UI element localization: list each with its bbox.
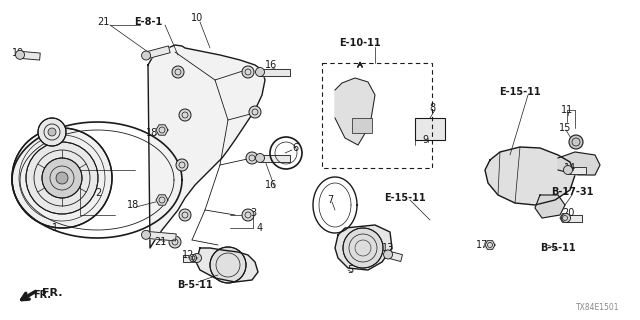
Circle shape [193, 253, 202, 262]
Text: 5: 5 [347, 265, 353, 275]
Text: 6: 6 [292, 143, 298, 153]
Circle shape [179, 209, 191, 221]
Polygon shape [183, 254, 197, 261]
Polygon shape [335, 78, 375, 145]
Polygon shape [387, 251, 403, 261]
Polygon shape [146, 231, 176, 241]
Text: E-15-11: E-15-11 [384, 193, 426, 203]
Circle shape [242, 66, 254, 78]
Text: 21: 21 [97, 17, 109, 27]
Circle shape [255, 68, 264, 76]
Circle shape [141, 51, 150, 60]
Text: 16: 16 [265, 60, 277, 70]
Circle shape [255, 154, 264, 163]
Polygon shape [148, 45, 265, 248]
Text: 14: 14 [564, 163, 576, 173]
Text: 8: 8 [429, 103, 435, 113]
Polygon shape [20, 51, 40, 60]
Text: B-5-11: B-5-11 [177, 280, 213, 290]
Circle shape [569, 135, 583, 149]
Bar [352, 118, 372, 133]
Circle shape [169, 236, 181, 248]
Polygon shape [568, 166, 586, 173]
Polygon shape [196, 248, 258, 282]
Text: 13: 13 [382, 243, 394, 253]
Text: E-15-11: E-15-11 [499, 87, 541, 97]
Text: 16: 16 [265, 180, 277, 190]
Circle shape [383, 250, 392, 259]
Text: B-5-11: B-5-11 [540, 243, 576, 253]
Circle shape [38, 118, 66, 146]
Circle shape [176, 159, 188, 171]
Text: 21: 21 [154, 237, 166, 247]
Text: 15: 15 [559, 123, 571, 133]
Circle shape [210, 247, 246, 283]
Circle shape [26, 142, 98, 214]
Bar [322, 63, 432, 168]
Bar [415, 118, 445, 140]
Polygon shape [566, 214, 582, 221]
Text: 4: 4 [257, 223, 263, 233]
Circle shape [15, 50, 24, 59]
Circle shape [56, 172, 68, 184]
Circle shape [48, 128, 56, 136]
Circle shape [563, 165, 573, 174]
Polygon shape [260, 68, 290, 76]
Text: 18: 18 [146, 128, 158, 138]
Circle shape [42, 158, 82, 198]
Text: 17: 17 [476, 240, 488, 250]
Polygon shape [189, 254, 197, 261]
Polygon shape [156, 125, 168, 135]
Circle shape [246, 152, 258, 164]
Text: 12: 12 [182, 250, 194, 260]
Text: 10: 10 [191, 13, 203, 23]
Polygon shape [156, 195, 168, 205]
Text: TX84E1501: TX84E1501 [576, 303, 620, 313]
Polygon shape [485, 241, 495, 249]
Text: 20: 20 [562, 208, 574, 218]
Polygon shape [145, 46, 170, 59]
Text: 2: 2 [95, 188, 101, 198]
Circle shape [172, 66, 184, 78]
Circle shape [561, 213, 570, 222]
Text: 9: 9 [422, 135, 428, 145]
Text: FR.: FR. [33, 290, 51, 300]
Circle shape [242, 209, 254, 221]
Circle shape [179, 109, 191, 121]
Text: E-10-11: E-10-11 [339, 38, 381, 48]
Circle shape [249, 106, 261, 118]
Circle shape [12, 128, 112, 228]
Text: 7: 7 [327, 195, 333, 205]
Polygon shape [335, 225, 392, 270]
Polygon shape [260, 155, 290, 162]
Text: 19: 19 [12, 48, 24, 58]
Polygon shape [485, 147, 575, 205]
Text: 11: 11 [561, 105, 573, 115]
Text: 3: 3 [250, 208, 256, 218]
Text: 1: 1 [52, 223, 58, 233]
Text: FR.: FR. [42, 288, 62, 298]
Text: E-8-1: E-8-1 [134, 17, 162, 27]
Polygon shape [558, 152, 600, 175]
Circle shape [343, 228, 383, 268]
Circle shape [141, 230, 150, 239]
Polygon shape [535, 195, 565, 218]
Text: 18: 18 [127, 200, 139, 210]
Text: B-17-31: B-17-31 [551, 187, 593, 197]
Polygon shape [560, 214, 570, 222]
